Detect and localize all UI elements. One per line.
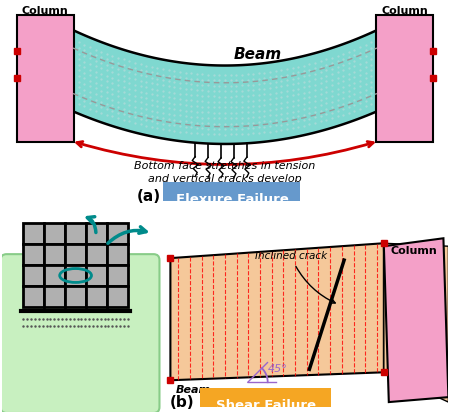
FancyBboxPatch shape bbox=[163, 182, 301, 200]
Text: Column: Column bbox=[390, 246, 437, 256]
Text: and vertical cracks develop: and vertical cracks develop bbox=[148, 174, 302, 184]
Text: Column: Column bbox=[381, 6, 428, 16]
Bar bbox=[86, 244, 107, 265]
Text: Flexure Failure: Flexure Failure bbox=[176, 193, 288, 205]
Text: Bottom face stretches in tension: Bottom face stretches in tension bbox=[135, 161, 315, 171]
FancyBboxPatch shape bbox=[0, 254, 159, 413]
Bar bbox=[23, 286, 44, 307]
Bar bbox=[44, 223, 65, 244]
Bar bbox=[23, 223, 44, 244]
Bar bbox=[376, 15, 433, 142]
Text: Shear Failure: Shear Failure bbox=[216, 399, 316, 412]
Bar bbox=[17, 15, 74, 142]
Bar bbox=[23, 265, 44, 286]
Bar bbox=[65, 286, 86, 307]
Bar bbox=[86, 265, 107, 286]
Bar bbox=[44, 244, 65, 265]
Bar bbox=[107, 244, 128, 265]
Text: 45°: 45° bbox=[268, 364, 288, 374]
Bar bbox=[65, 265, 86, 286]
Polygon shape bbox=[171, 243, 384, 380]
Bar bbox=[86, 286, 107, 307]
Text: Beam: Beam bbox=[176, 385, 211, 395]
Text: Column: Column bbox=[22, 6, 69, 16]
Bar bbox=[44, 286, 65, 307]
Bar bbox=[107, 265, 128, 286]
Bar bbox=[44, 265, 65, 286]
Polygon shape bbox=[384, 243, 448, 402]
Bar bbox=[107, 223, 128, 244]
Text: Inclined crack: Inclined crack bbox=[255, 251, 335, 303]
Text: Beam: Beam bbox=[234, 47, 282, 62]
Bar bbox=[65, 223, 86, 244]
Polygon shape bbox=[68, 28, 382, 144]
FancyBboxPatch shape bbox=[200, 388, 331, 407]
Polygon shape bbox=[377, 30, 433, 99]
Bar bbox=[86, 223, 107, 244]
Text: (a): (a) bbox=[136, 189, 161, 204]
Bar bbox=[65, 244, 86, 265]
Bar bbox=[107, 286, 128, 307]
Polygon shape bbox=[384, 238, 448, 402]
Polygon shape bbox=[17, 30, 73, 99]
Text: (b): (b) bbox=[170, 395, 194, 410]
Bar bbox=[23, 244, 44, 265]
